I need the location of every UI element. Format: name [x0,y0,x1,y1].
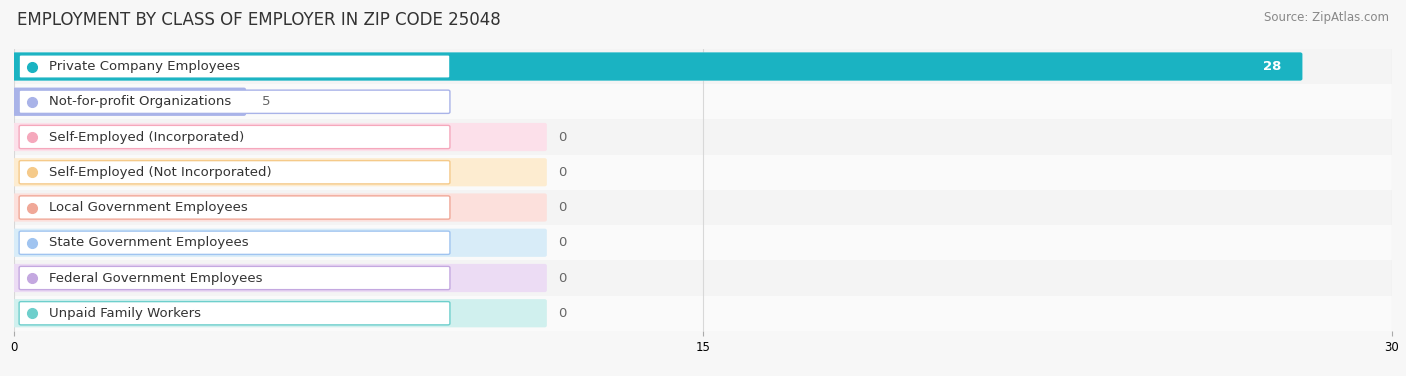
FancyBboxPatch shape [11,158,547,186]
FancyBboxPatch shape [14,260,1392,296]
FancyBboxPatch shape [20,125,450,149]
Text: Private Company Employees: Private Company Employees [48,60,239,73]
Text: Source: ZipAtlas.com: Source: ZipAtlas.com [1264,11,1389,24]
FancyBboxPatch shape [11,193,547,221]
Text: 0: 0 [558,166,567,179]
FancyBboxPatch shape [20,302,450,325]
FancyBboxPatch shape [11,88,246,116]
Text: Unpaid Family Workers: Unpaid Family Workers [48,307,201,320]
Text: Not-for-profit Organizations: Not-for-profit Organizations [48,95,231,108]
FancyBboxPatch shape [14,225,1392,260]
Text: 28: 28 [1264,60,1282,73]
Text: 0: 0 [558,130,567,144]
FancyBboxPatch shape [14,296,1392,331]
FancyBboxPatch shape [20,90,450,114]
FancyBboxPatch shape [11,229,547,257]
Text: 0: 0 [558,236,567,249]
FancyBboxPatch shape [11,123,547,151]
Text: State Government Employees: State Government Employees [48,236,247,249]
FancyBboxPatch shape [11,264,547,292]
Text: 5: 5 [262,95,270,108]
FancyBboxPatch shape [20,161,450,184]
FancyBboxPatch shape [20,196,450,219]
Text: Self-Employed (Incorporated): Self-Employed (Incorporated) [48,130,243,144]
FancyBboxPatch shape [20,231,450,255]
FancyBboxPatch shape [14,49,1392,84]
FancyBboxPatch shape [20,266,450,290]
FancyBboxPatch shape [11,299,547,327]
Text: 0: 0 [558,201,567,214]
FancyBboxPatch shape [11,52,1302,80]
Text: Local Government Employees: Local Government Employees [48,201,247,214]
FancyBboxPatch shape [14,155,1392,190]
FancyBboxPatch shape [14,190,1392,225]
Text: 0: 0 [558,271,567,285]
FancyBboxPatch shape [14,84,1392,120]
Text: 0: 0 [558,307,567,320]
Text: EMPLOYMENT BY CLASS OF EMPLOYER IN ZIP CODE 25048: EMPLOYMENT BY CLASS OF EMPLOYER IN ZIP C… [17,11,501,29]
FancyBboxPatch shape [11,52,1302,80]
Text: Federal Government Employees: Federal Government Employees [48,271,262,285]
FancyBboxPatch shape [11,88,246,116]
FancyBboxPatch shape [20,55,450,78]
Text: Self-Employed (Not Incorporated): Self-Employed (Not Incorporated) [48,166,271,179]
FancyBboxPatch shape [14,120,1392,155]
